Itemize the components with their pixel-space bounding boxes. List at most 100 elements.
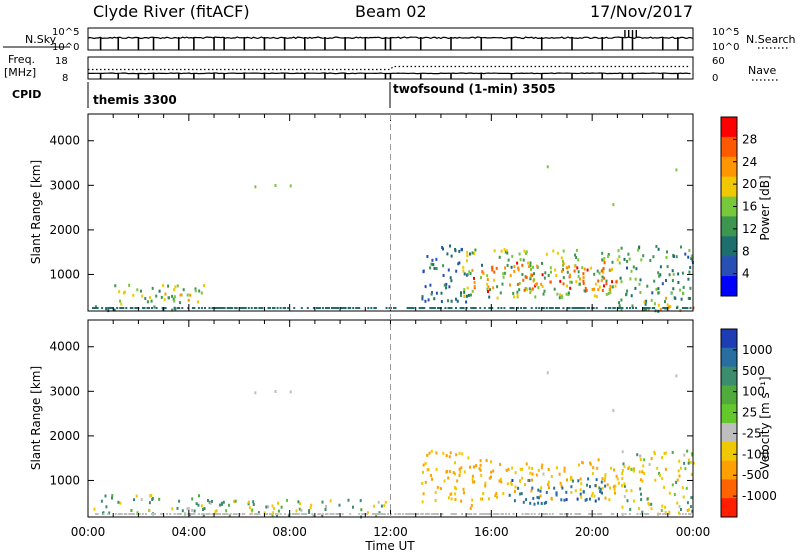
range-cell: [647, 513, 650, 515]
range-cell: [519, 467, 522, 471]
range-cell: [577, 270, 580, 274]
range-cell: [473, 252, 476, 255]
range-cell: [455, 513, 457, 515]
range-cell: [560, 498, 563, 502]
range-cell: [586, 268, 589, 272]
range-cell: [666, 303, 669, 307]
range-cell: [627, 252, 630, 256]
range-cell: [621, 505, 624, 509]
range-cell: [574, 253, 577, 257]
range-cell: [222, 500, 225, 504]
range-cell: [151, 513, 153, 515]
range-cell: [554, 307, 557, 309]
range-cell: [452, 513, 454, 515]
range-cell: [286, 498, 288, 502]
range-cell: [325, 505, 327, 508]
range-cell: [517, 266, 520, 270]
range-cell: [492, 513, 495, 515]
range-cell: [458, 249, 461, 253]
range-cell: [602, 267, 605, 270]
range-cell: [131, 307, 134, 309]
range-cell: [456, 479, 459, 483]
range-cell: [421, 295, 424, 299]
range-cell: [665, 279, 667, 282]
range-cell: [513, 269, 516, 273]
range-cell: [318, 307, 321, 309]
range-cell: [173, 288, 176, 292]
range-cell: [406, 513, 409, 515]
range-cell: [569, 273, 571, 277]
range-cell: [229, 307, 232, 309]
range-cell: [647, 501, 650, 505]
range-cell: [568, 265, 570, 269]
range-cell: [471, 307, 474, 309]
range-cell: [249, 513, 252, 515]
range-cell: [140, 289, 142, 293]
range-cell: [424, 299, 427, 303]
range-cell: [657, 247, 660, 251]
range-cell: [518, 288, 521, 292]
range-cell: [618, 261, 621, 265]
range-cell: [685, 486, 688, 490]
range-cell: [173, 295, 176, 299]
range-cell: [454, 461, 456, 465]
range-cell: [618, 307, 621, 309]
freq-panel: Freq. [MHz] 18 8 60 0 Nave: [4, 53, 780, 84]
range-cell: [675, 480, 678, 484]
range-cell: [631, 304, 634, 308]
range-cell: [605, 279, 608, 283]
range-cell: [605, 292, 608, 296]
range-cell: [450, 299, 453, 303]
range-cell: [621, 477, 624, 480]
range-cell: [642, 254, 645, 258]
range-cell: [521, 513, 524, 515]
range-cell: [576, 307, 578, 309]
range-cell: [482, 492, 485, 495]
range-cell: [619, 276, 622, 280]
range-cell: [447, 496, 450, 500]
range-cell: [461, 307, 464, 309]
range-cell: [455, 297, 457, 301]
range-cell: [552, 249, 555, 253]
range-cell: [524, 513, 527, 515]
range-cell: [603, 257, 606, 260]
range-cell: [613, 488, 616, 491]
colorbar-tick-label: -1000: [742, 489, 777, 503]
range-cell: [641, 479, 644, 483]
range-cell: [430, 262, 433, 266]
range-cell: [650, 502, 653, 506]
velocity-data-cells: [93, 371, 695, 519]
range-cell: [119, 307, 122, 309]
range-cell: [586, 307, 589, 309]
y-tick-label: 4000: [49, 340, 80, 354]
range-cell: [638, 282, 641, 286]
range-cell: [684, 307, 687, 309]
range-cell: [617, 249, 620, 253]
range-cell: [589, 485, 591, 489]
range-cell: [460, 247, 463, 251]
range-cell: [530, 288, 533, 292]
range-cell: [467, 293, 470, 297]
range-cell: [517, 307, 519, 309]
range-cell: [643, 458, 645, 462]
range-cell: [502, 272, 505, 276]
range-cell: [241, 513, 244, 515]
range-cell: [178, 307, 181, 309]
range-cell: [686, 449, 689, 453]
range-cell: [187, 298, 190, 302]
range-cell: [473, 307, 476, 309]
range-cell: [659, 265, 662, 269]
range-cell: [107, 513, 110, 515]
range-cell: [341, 307, 344, 309]
range-cell: [133, 498, 135, 502]
range-cell: [570, 485, 573, 489]
cpid-label: CPID: [12, 88, 41, 101]
range-cell: [259, 307, 262, 309]
range-cell: [171, 294, 174, 298]
range-cell: [652, 255, 655, 259]
range-cell: [433, 513, 436, 515]
range-cell: [105, 307, 108, 311]
range-cell: [341, 513, 344, 515]
range-cell: [490, 475, 492, 479]
range-cell: [280, 505, 283, 509]
